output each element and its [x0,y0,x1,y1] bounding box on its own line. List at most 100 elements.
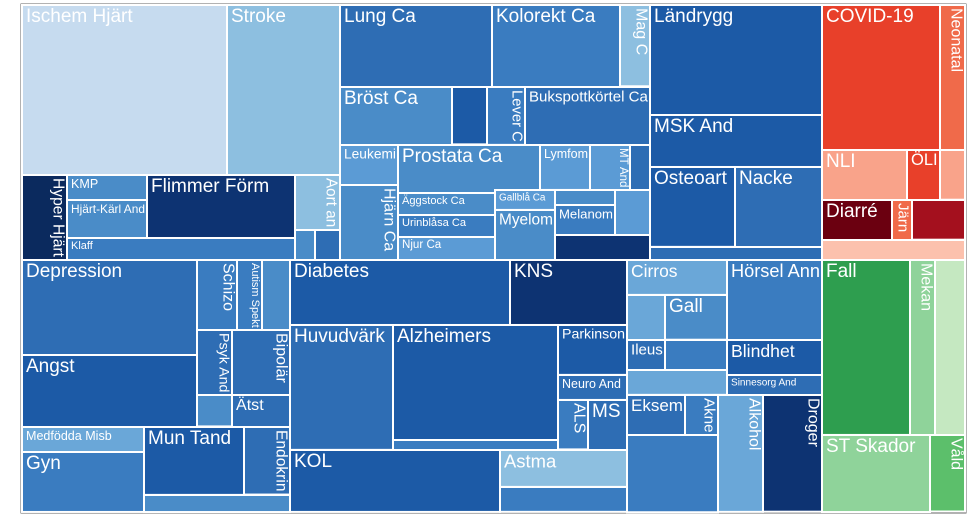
tile-label: MSK And [654,116,733,137]
tile [554,204,616,237]
tile [314,229,341,262]
tile-label: Flimmer Förm [151,176,269,197]
tile [499,486,628,513]
tile-label: Mun Tand [148,428,231,449]
tile [664,339,728,372]
tile-label: Hyper Hjärt [50,178,67,258]
tile [196,329,233,397]
tile [929,434,966,513]
tile [289,449,501,513]
tile-label: Psyk And [215,333,231,393]
tile [143,494,291,514]
tile-label: Gyn [26,453,61,474]
tile-label: Schizo [220,263,237,311]
tile [289,259,511,326]
tile-label: Urinblåsa Ca [402,217,467,229]
tile-label: Gall [669,296,703,317]
tile-label: KMP [71,177,98,191]
tile [911,199,966,241]
tile-label: Lung Ca [344,6,416,27]
tile [939,149,966,201]
tile [626,294,666,342]
tile [629,144,651,192]
tile-label: Klaff [71,240,94,252]
tile [146,174,296,239]
tile-label: ST Skador [826,436,916,457]
tile-label: Alzheimers [397,326,491,347]
tile-label: Leukemi [344,147,396,162]
tile-label: MS [592,401,621,422]
tile-label: Akne [701,398,718,433]
tile [821,4,941,152]
tile-label: Aort an [323,178,340,227]
tile [21,451,145,513]
tile-label: Gallblå Ca [499,192,546,203]
tile-label: Myelom [499,211,553,228]
tile-label: Neuro And [562,377,621,391]
tile-label: Depression [26,261,122,282]
tile-label: Ileus [631,341,663,358]
tile-label: MT And [617,148,629,187]
tile [619,4,651,88]
tile [554,234,651,262]
tile-label: KOL [294,451,332,472]
tile-label: ALS [571,403,588,433]
tile [934,259,966,437]
tile-label: ÖLI [911,151,938,169]
tile [339,144,399,187]
tile-label: Cirros [631,261,678,281]
tile-label: Bipolär [273,333,290,383]
tile-label: Medfödda Misb [26,429,112,443]
tile-label: Alkohol [746,398,763,450]
tile-label: Endokrin [273,430,290,491]
tile-label: Hjärn Ca [381,188,398,251]
tile [626,339,666,372]
tile-label: COVID-19 [826,6,914,27]
tile-label: Kolorekt Ca [496,6,596,27]
tile [557,399,589,451]
tile-label: Bröst Ca [344,88,418,109]
tile-label: Ländrygg [654,6,733,27]
tile [21,259,198,357]
tile-label: Bukspottkörtel Ca [529,88,649,105]
tile-label: Nacke [739,168,793,189]
tile-label: Astma [504,451,557,472]
tile [821,149,908,202]
tile [626,369,728,396]
tile [684,394,719,437]
tile-label: Diarré [826,201,878,222]
tile [491,4,621,89]
tile-label: Ätst [236,396,264,414]
tile-label: Prostata Ca [402,146,503,167]
tile [339,86,453,147]
tile [649,114,823,168]
tile-label: Blindhet [731,341,795,361]
tile [294,229,316,263]
tile [339,184,399,262]
tile-label: Diabetes [294,261,369,282]
tile-label: Stroke [231,6,286,27]
tile-label: Osteoart [654,168,728,189]
tile [509,259,628,326]
tile-label: Sinnesorg And [731,377,796,388]
tile [664,294,728,341]
tile [626,434,719,514]
tile-label: KNS [514,261,553,282]
tile-label: Våld [948,438,966,470]
tile-label: Autism Spekt [249,263,261,328]
tile [554,189,616,207]
tile [821,239,966,262]
tile-label: Njur Ca [402,239,442,251]
tile [392,439,559,452]
tile-label: Hörsel Ann [731,261,820,281]
tile-label: Droger [805,398,822,448]
tile [717,394,764,513]
tile-label: Fall [826,261,857,282]
tile-label: Mag C [633,8,650,55]
tile [821,434,931,514]
tile-label: Hjärt-Kärl And [71,202,145,216]
tile [614,189,651,237]
tile-label: Neonatal [948,8,965,72]
tile-label: Järn [895,203,912,232]
